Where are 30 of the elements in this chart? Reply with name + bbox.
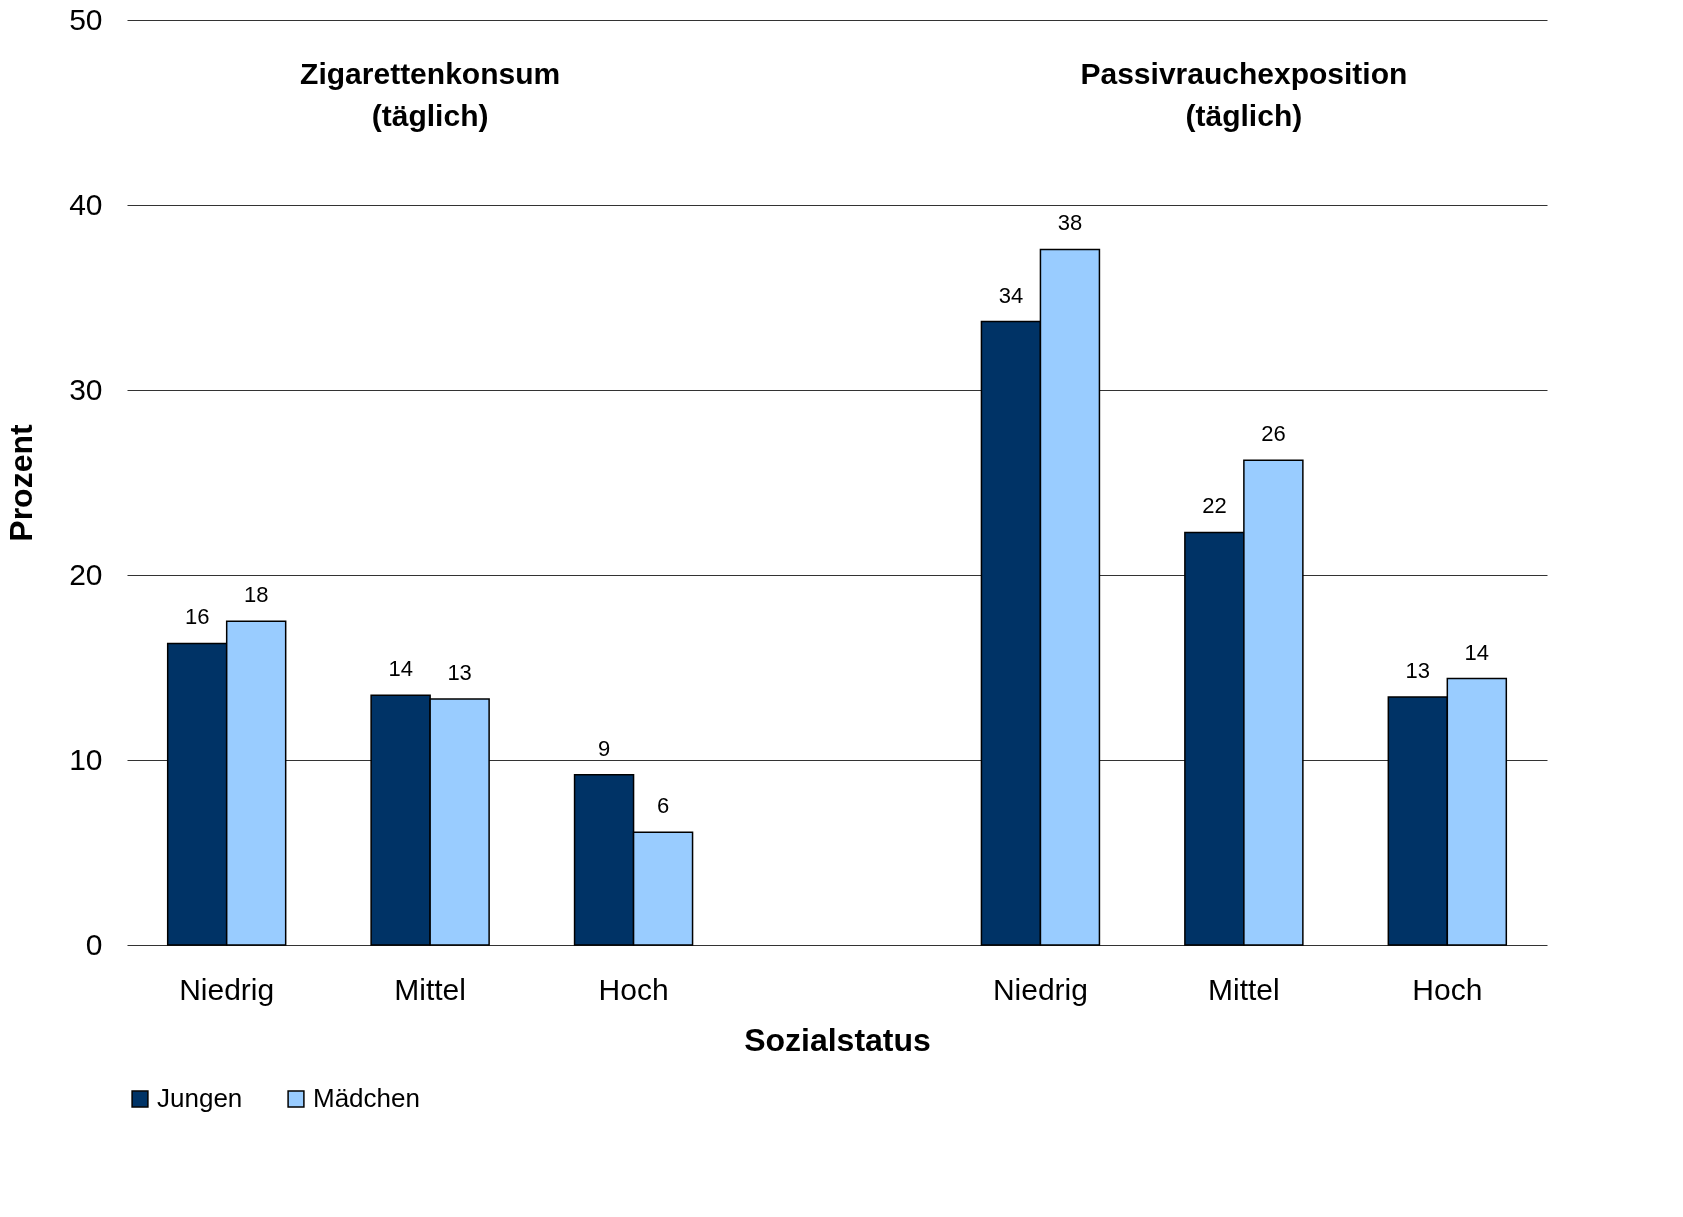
x-tick-label: Niedrig [179, 972, 275, 1006]
data-label: 13 [1405, 658, 1431, 684]
y-tick-label: 20 [69, 557, 103, 591]
y-tick-label: 30 [69, 372, 103, 406]
x-tick-label: Mittel [1208, 972, 1280, 1006]
y-tick-label: 0 [85, 927, 103, 961]
data-label: 14 [1464, 639, 1490, 665]
y-tick-label: 40 [69, 187, 103, 221]
legend-label: Mädchen [313, 1083, 420, 1113]
data-label: 9 [597, 735, 611, 761]
y-axis-title: Prozent [3, 423, 40, 542]
legend-label: Jungen [157, 1083, 243, 1113]
data-label: 6 [656, 793, 670, 819]
x-tick-label: Mittel [394, 972, 466, 1006]
x-axis-title: Sozialstatus [744, 1021, 931, 1058]
y-tick-label: 10 [69, 742, 103, 776]
x-tick-label: Niedrig [992, 972, 1088, 1006]
data-label: 26 [1261, 421, 1286, 447]
annotation: Passivrauchexposition (täglich) [1080, 57, 1408, 132]
data-label: 18 [243, 582, 269, 608]
x-tick-label: Hoch [1412, 972, 1483, 1006]
data-label: 38 [1057, 210, 1083, 236]
y-tick-label: 50 [69, 2, 103, 36]
annotation: Zigarettenkonsum (täglich) [300, 57, 561, 132]
data-label: 34 [998, 282, 1024, 308]
data-label: 16 [184, 604, 210, 630]
x-tick-label: Hoch [598, 972, 669, 1006]
data-label: 22 [1202, 493, 1227, 519]
data-label: 14 [388, 656, 413, 682]
data-label: 13 [447, 659, 472, 685]
